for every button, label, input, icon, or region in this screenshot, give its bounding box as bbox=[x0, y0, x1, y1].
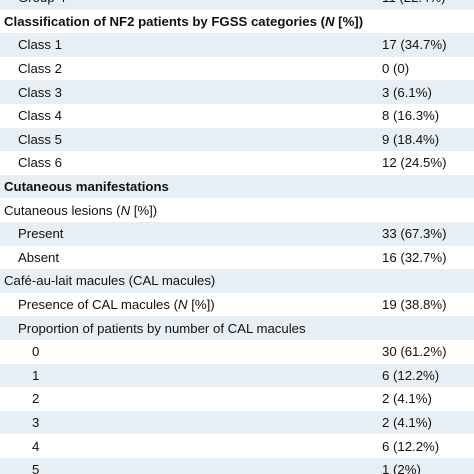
table-row: Class 2 0 (0) bbox=[0, 57, 474, 81]
table-row: Cutaneous lesions (N [%]) bbox=[0, 198, 474, 222]
table-row: Presence of CAL macules (N [%]) 19 (38.8%… bbox=[0, 293, 474, 317]
table-row: Present 33 (67.3%) bbox=[0, 221, 474, 246]
row-value: 6 (12.2%) bbox=[382, 367, 440, 383]
table-row: Class 5 9 (18.4%) bbox=[0, 127, 474, 152]
row-value: 8 (16.3%) bbox=[382, 108, 440, 124]
row-value: 1 (2%) bbox=[382, 462, 421, 474]
row-label-text: Presence of CAL macules ( bbox=[18, 297, 179, 313]
row-value: 9 (18.4%) bbox=[382, 131, 440, 147]
table-row: Classification of NF2 patients by FGSS c… bbox=[0, 10, 474, 34]
table-row: Absent 16 (32.7%) bbox=[0, 246, 474, 270]
row-label: Class 1 bbox=[18, 37, 62, 53]
row-label: 4 bbox=[32, 438, 40, 454]
table-row: 4 6 (12.2%) bbox=[0, 434, 474, 458]
row-label: 0 bbox=[32, 344, 40, 360]
row-value: 3 (6.1%) bbox=[382, 84, 432, 100]
n-symbol: N bbox=[178, 297, 188, 313]
row-label-text: Classification of NF2 patients by FGSS c… bbox=[4, 13, 325, 29]
row-value: 17 (34.7%) bbox=[382, 37, 447, 53]
table-row: Café-au-lait macules (CAL macules) bbox=[0, 269, 474, 293]
row-value: 16 (32.7%) bbox=[382, 249, 447, 265]
row-label: Class 3 bbox=[18, 84, 62, 100]
row-label: Café-au-lait macules (CAL macules) bbox=[4, 273, 216, 289]
table-row: Proportion of patients by number of CAL … bbox=[0, 316, 474, 340]
row-label: Group 4 bbox=[0, 0, 382, 5]
row-label: Class 2 bbox=[18, 61, 62, 77]
table-row: Cutaneous manifestations bbox=[0, 174, 474, 199]
row-value: 33 (67.3%) bbox=[382, 226, 447, 242]
table-row: Class 6 12 (24.5%) bbox=[0, 151, 474, 175]
row-label: Class 6 bbox=[18, 155, 62, 171]
row-value: 30 (61.2%) bbox=[382, 344, 447, 360]
row-label: 1 bbox=[32, 367, 40, 383]
table-row: Group 411 (22.4%) bbox=[0, 0, 474, 10]
row-label: 2 bbox=[32, 391, 40, 407]
row-value: 11 (22.4%) bbox=[382, 0, 474, 5]
table-row: 1 6 (12.2%) bbox=[0, 363, 474, 388]
table-row: 2 2 (4.1%) bbox=[0, 387, 474, 411]
row-label: Cutaneous manifestations bbox=[4, 179, 169, 195]
row-label: Absent bbox=[18, 249, 60, 265]
row-label: Classification of NF2 patients by FGSS c… bbox=[0, 14, 382, 29]
row-label: Cutaneous lesions (N [%]) bbox=[0, 203, 382, 218]
row-label: Presence of CAL macules (N [%]) bbox=[0, 297, 382, 312]
table-row: 0 30 (61.2%) bbox=[0, 340, 474, 364]
row-value: 19 (38.8%) bbox=[382, 297, 447, 313]
row-value: 6 (12.2%) bbox=[382, 438, 440, 454]
row-value: 2 (4.1%) bbox=[382, 391, 432, 407]
table-row: Class 4 8 (16.3%) bbox=[0, 104, 474, 128]
row-label-text: Cutaneous lesions ( bbox=[4, 202, 121, 218]
row-label-suffix: [%]) bbox=[187, 297, 215, 313]
table-row: 5 1 (2%) bbox=[0, 457, 474, 474]
n-symbol: N bbox=[120, 202, 131, 218]
row-value: 12 (24.5%) bbox=[382, 155, 447, 171]
row-label: 3 bbox=[32, 414, 40, 430]
table-row: Class 3 3 (6.1%) bbox=[0, 80, 474, 104]
row-label: 5 bbox=[32, 462, 40, 474]
n-symbol: N bbox=[324, 13, 335, 29]
row-label-suffix: [%]) bbox=[130, 202, 158, 218]
row-label: Present bbox=[18, 226, 64, 242]
row-label: Class 5 bbox=[18, 131, 62, 147]
row-label-suffix: [%]) bbox=[334, 13, 364, 29]
row-value: 0 (0) bbox=[382, 61, 410, 77]
row-value: 2 (4.1%) bbox=[382, 414, 432, 430]
table-row: Class 1 17 (34.7%) bbox=[0, 33, 474, 57]
row-label: Class 4 bbox=[18, 108, 62, 124]
table-row: 3 2 (4.1%) bbox=[0, 410, 474, 435]
row-label: Proportion of patients by number of CAL … bbox=[18, 320, 306, 336]
